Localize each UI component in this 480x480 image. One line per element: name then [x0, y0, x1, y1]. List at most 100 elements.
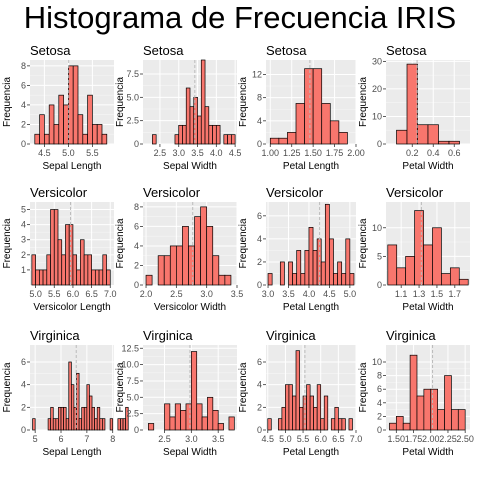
y-tick-label: 10	[372, 357, 382, 367]
x-tick-label: 4.0	[303, 289, 316, 299]
x-tick-label: 1.1	[395, 289, 408, 299]
panel-title: Setosa	[143, 43, 184, 58]
histogram-bar	[80, 239, 85, 286]
y-tick-label: 2	[134, 260, 139, 270]
histogram-bar	[46, 254, 51, 286]
chart-panel-2: 2.5 3.0 3.5 4.0 4.5 0 2.5 5.0 7.5 Setosa Sepal Wid…	[115, 43, 241, 172]
histogram-bar	[348, 418, 353, 431]
histogram-bar	[102, 254, 107, 286]
histogram-bar	[98, 269, 104, 286]
histogram-bar	[320, 418, 325, 431]
x-tick-label: 1.75	[326, 148, 344, 158]
x-tick-label: 3.0	[185, 434, 198, 444]
y-tick-label: 0	[257, 425, 262, 435]
y-tick-label: 10	[372, 111, 382, 121]
x-tick-label: 1.25	[283, 148, 301, 158]
y-tick-label: 1	[21, 265, 26, 275]
y-tick-label: 0	[21, 425, 26, 435]
panel-title: Versicolor	[266, 185, 324, 200]
histogram-bar	[39, 114, 45, 145]
y-tick-label: 12.5	[121, 343, 139, 353]
histogram-bar	[148, 423, 155, 431]
histogram-bar	[185, 87, 191, 145]
histogram-bar	[50, 209, 55, 286]
histogram-bar	[53, 124, 60, 145]
histogram-bar	[117, 418, 121, 431]
y-tick-label: 6	[377, 384, 382, 394]
histogram-bar	[61, 254, 66, 286]
x-tick-label: 5.0	[29, 289, 42, 299]
y-tick-label: 5	[377, 251, 382, 261]
histogram-bar	[78, 418, 83, 431]
histogram-bar	[267, 418, 272, 431]
y-tick-label: 2	[21, 119, 26, 129]
x-tick-label: 7.0	[350, 434, 363, 444]
x-tick-label: 4.5	[262, 434, 275, 444]
chart-panel-7: 3.0 3.5 4.0 4.5 5.0 0 2 4 6 Versicolor Petal Lengt…	[238, 185, 356, 313]
histogram-bar	[200, 206, 208, 286]
x-tick-label: 5.5	[86, 148, 99, 158]
histogram-bar	[65, 224, 70, 286]
x-tick-label: 0.6	[448, 148, 461, 158]
x-tick-label: 5.0	[279, 434, 292, 444]
histogram-bar	[101, 133, 108, 145]
histogram-bar	[300, 273, 306, 286]
histogram-bar	[402, 422, 411, 431]
histogram-bar	[200, 59, 206, 145]
panel-title: Virginica	[30, 328, 80, 343]
y-tick-label: 8	[134, 202, 139, 212]
histogram-bar	[417, 124, 429, 145]
panel-title: Virginica	[266, 328, 316, 343]
histogram-bar	[125, 406, 129, 431]
histogram-bar	[295, 103, 305, 145]
y-axis-label: Frequencia	[238, 77, 249, 127]
histogram-bar	[178, 124, 183, 145]
x-tick-label: 5	[33, 434, 38, 444]
histogram-bar	[448, 140, 460, 145]
histogram-bar	[206, 226, 214, 286]
histogram-bar	[194, 216, 201, 286]
x-tick-label: 7.0	[104, 289, 117, 299]
histogram-bar	[89, 395, 93, 431]
histogram-bar	[58, 406, 62, 431]
x-tick-label: 2.5	[170, 289, 183, 299]
histogram-bar	[94, 418, 98, 431]
x-axis-label: Petal Width	[402, 447, 453, 458]
chart-panel-9: 5 6 7 8 0 2 4 6 Virginica Sepal Length Frequencia	[2, 328, 129, 458]
chart-panel-5: 5.0 5.5 6.0 6.5 7.0 1 2 3 4 5 Versicolor Versicolor…	[2, 185, 117, 313]
histogram-bar	[281, 406, 286, 431]
histogram-bar	[174, 134, 180, 145]
y-tick-label: 8	[377, 371, 382, 381]
histogram-bar	[312, 250, 318, 286]
histogram-bar	[405, 256, 415, 286]
histogram-bar	[345, 238, 351, 286]
histogram-bar	[292, 273, 298, 286]
histogram-bar	[96, 124, 103, 145]
y-axis-label: Frequencia	[2, 362, 13, 412]
x-tick-label: 3.0	[262, 289, 275, 299]
x-tick-label: 4.5	[229, 148, 242, 158]
histogram-bar	[287, 132, 297, 145]
histogram-bar	[106, 269, 111, 286]
histogram-bar	[185, 403, 192, 431]
x-tick-label: 3.0	[172, 148, 185, 158]
chart-panel-8: 1.1 1.3 1.5 1.7 0 5 10 Versicolor Petal Width Fre…	[358, 185, 470, 313]
histogram-bar	[42, 269, 48, 286]
y-tick-label: 4	[257, 234, 262, 244]
panel-title: Setosa	[386, 43, 427, 58]
histogram-bar	[313, 406, 318, 431]
x-tick-label: 5.5	[48, 289, 61, 299]
histogram-bar	[389, 422, 397, 431]
histogram-bar	[55, 418, 59, 431]
histogram-bar	[81, 406, 85, 431]
chart-panel-1: 4.5 5.0 5.5 0 2 4 6 8 Setosa Sepal Length Frequenc…	[2, 43, 114, 172]
x-axis-label: Versicolor Width	[154, 302, 226, 313]
histogram-bar	[207, 396, 214, 431]
histogram-bar	[304, 250, 310, 286]
chart-panel-12: 1.50 1.75 2.00 2.25 2.50 0 2 4 6 8 10 Virginica Peta…	[358, 328, 474, 458]
x-tick-label: 1.50	[304, 148, 322, 158]
histogram-bar	[430, 388, 438, 431]
y-tick-label: 7.5	[126, 376, 139, 386]
histogram-bar	[329, 120, 340, 145]
y-axis-label: Frequencia	[238, 218, 249, 268]
